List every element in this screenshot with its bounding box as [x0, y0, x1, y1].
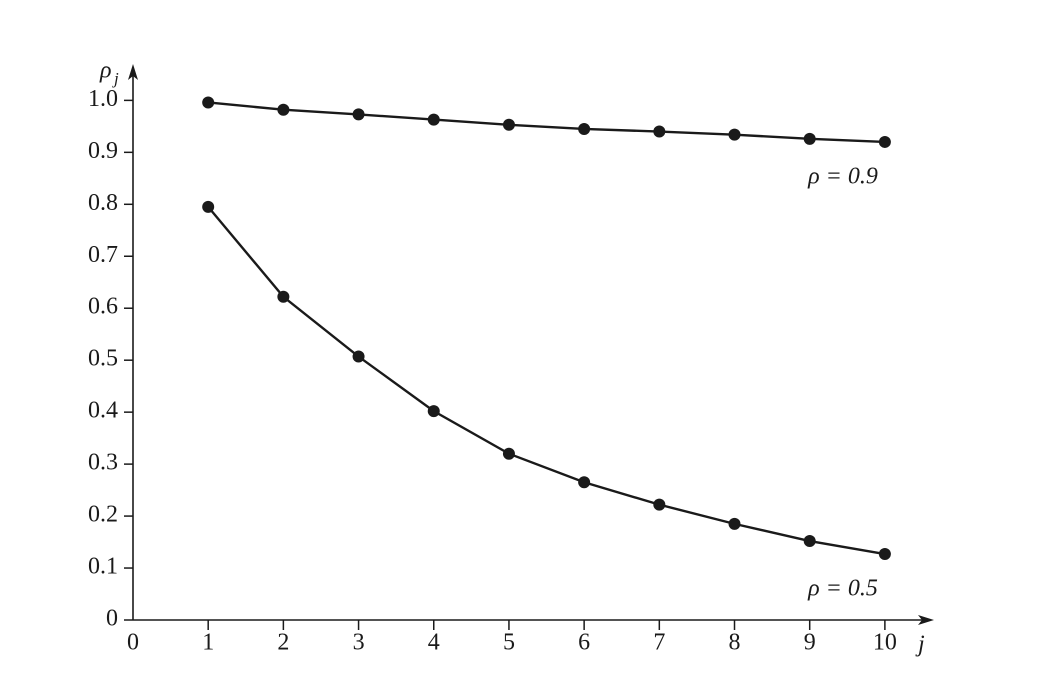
y-tick-label: 0.6: [88, 294, 118, 320]
x-axis-arrow: [918, 615, 934, 625]
data-point: [352, 108, 365, 121]
y-axis-arrow: [128, 64, 138, 80]
x-tick-label: 3: [353, 630, 365, 656]
y-tick-label: 0.5: [88, 346, 118, 372]
y-tick-label: 0.4: [88, 398, 118, 424]
x-tick-label: 1: [202, 630, 214, 656]
y-tick-label: 0.2: [88, 502, 118, 528]
y-axis-label-subscript: j: [112, 69, 119, 88]
data-point: [202, 200, 215, 213]
x-tick-label: 7: [653, 630, 665, 656]
data-point: [578, 476, 591, 489]
x-tick-label: 6: [578, 630, 590, 656]
x-tick-label: 10: [873, 630, 897, 656]
x-tick-label: 5: [503, 630, 515, 656]
series-line: [207, 206, 886, 556]
y-tick-label: 0.1: [88, 554, 118, 580]
data-point: [803, 132, 816, 145]
y-tick-label: 1.0: [88, 86, 118, 112]
data-point: [653, 498, 666, 511]
data-point: [803, 535, 816, 548]
series-label: ρ = 0.5: [807, 576, 878, 602]
y-tick-label: 0.3: [88, 450, 118, 476]
data-point: [427, 405, 440, 418]
x-tick-label: 9: [804, 630, 816, 656]
data-point: [502, 447, 515, 460]
y-axis-label: ρ: [99, 58, 112, 84]
x-axis-label: j: [915, 632, 925, 658]
y-tick-label: 0.8: [88, 190, 118, 216]
data-point: [202, 96, 215, 109]
data-point: [277, 290, 290, 303]
series-line: [208, 101, 885, 144]
x-tick-label: 2: [277, 630, 289, 656]
x-tick-label: 8: [729, 630, 741, 656]
y-tick-label: 0: [106, 606, 118, 632]
data-point: [277, 103, 290, 116]
data-point: [427, 113, 440, 126]
data-point: [578, 122, 591, 135]
y-tick-label: 0.7: [88, 242, 118, 268]
data-point: [352, 350, 365, 363]
data-point: [878, 135, 891, 148]
data-point: [502, 118, 515, 131]
y-tick-label: 0.9: [88, 138, 118, 164]
x-tick-label: 4: [428, 630, 440, 656]
data-point: [728, 517, 741, 530]
series-label: ρ = 0.9: [807, 163, 878, 189]
data-point: [653, 125, 666, 138]
data-point: [728, 128, 741, 141]
x-tick-label: 0: [127, 630, 139, 656]
data-point: [878, 548, 891, 561]
